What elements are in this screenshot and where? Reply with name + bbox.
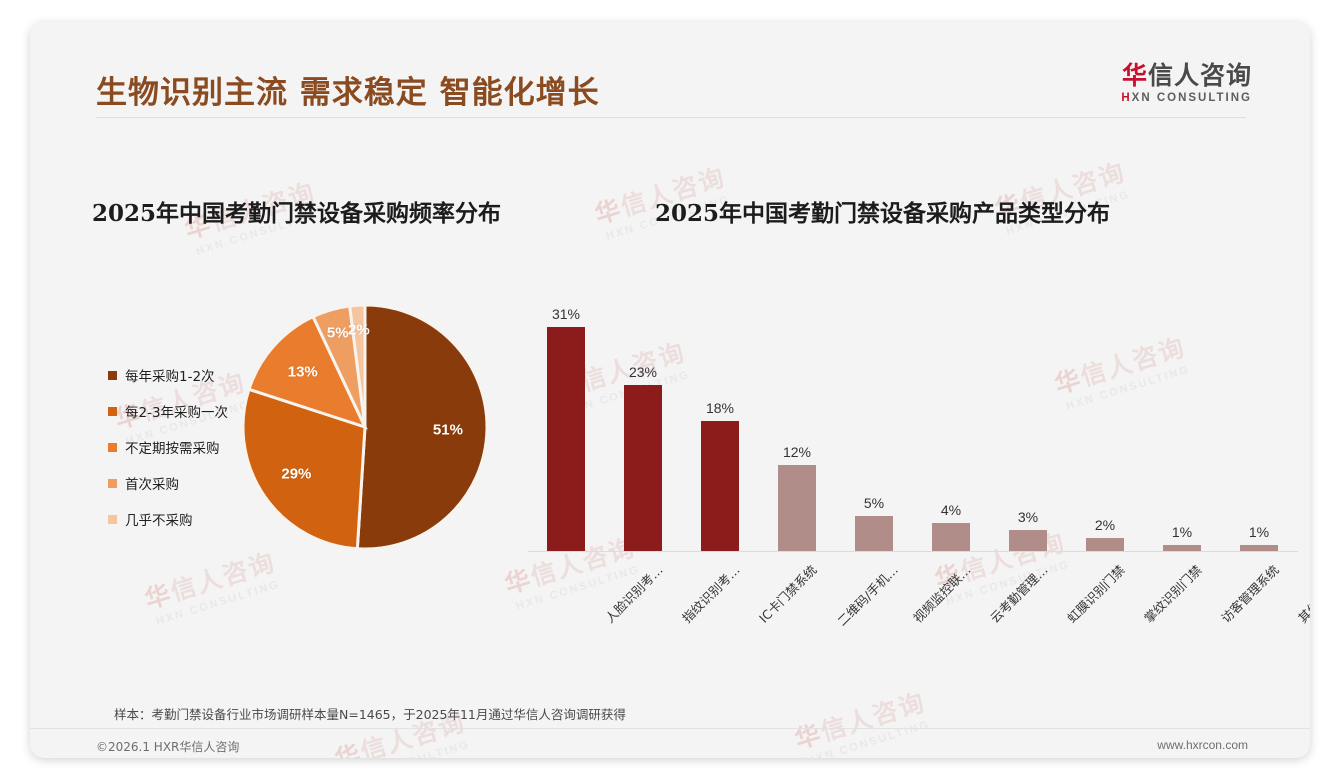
- bar-category-label: 访客管理系统: [1218, 562, 1282, 626]
- bar-category-label: IC卡门禁系统: [756, 562, 820, 626]
- bar-category-label: 指纹识别考…: [679, 562, 743, 626]
- watermark-english: HXN CONSULTING: [345, 738, 474, 758]
- legend-color-swatch: [108, 478, 117, 488]
- bar-rect[interactable]: [1009, 530, 1047, 552]
- bar-rect[interactable]: [1086, 537, 1124, 552]
- bar-group[interactable]: 1%: [1154, 262, 1210, 552]
- pie-slice-label: 13%: [287, 363, 318, 381]
- bar-rect[interactable]: [547, 327, 585, 552]
- bar-chart: 31% 23% 18% 12% 5% 4% 3% 2% 1% 1% 人脸识别考… 指纹识别考… IC卡…: [520, 262, 1310, 662]
- logo-cn-rest: 信人咨询: [1147, 61, 1252, 90]
- watermark-english: HXN CONSULTING: [804, 718, 932, 758]
- footer-divider: [30, 728, 1310, 729]
- bar-value-label: 31%: [551, 306, 581, 323]
- bar-value-label: 4%: [940, 501, 962, 518]
- pie-legend-item[interactable]: 首次采购: [108, 465, 228, 501]
- page-title: 生物识别主流 需求稳定 智能化增长: [96, 75, 600, 111]
- logo-cn-highlight: 华: [1121, 61, 1148, 90]
- company-logo: 华信人咨询 HXN CONSULTING: [1121, 62, 1252, 105]
- bar-rect[interactable]: [855, 515, 893, 552]
- bar-value-label: 12%: [782, 443, 812, 460]
- bar-rect[interactable]: [778, 464, 816, 552]
- bar-group[interactable]: 18%: [692, 262, 748, 552]
- logo-chinese-text: 华信人咨询: [1121, 62, 1252, 90]
- bar-group[interactable]: 12%: [769, 262, 825, 552]
- watermark-chinese: 华信人咨询: [791, 687, 930, 755]
- bar-value-label: 18%: [705, 400, 735, 417]
- legend-label: 每年采购1-2次: [125, 369, 215, 385]
- pie-slice[interactable]: [247, 314, 368, 430]
- pie-slice-label: 2%: [348, 321, 370, 339]
- bar-plot-area: 31% 23% 18% 12% 5% 4% 3% 2% 1% 1%: [520, 262, 1310, 552]
- bar-category-label: 其他特殊定…: [1295, 562, 1310, 626]
- pie-slice-label: 51%: [432, 421, 463, 439]
- slide-header: 生物识别主流 需求稳定 智能化增长 华信人咨询 HXN CONSULTING: [30, 22, 1310, 118]
- pie-chart-legend: 每年采购1-2次 每2-3年采购一次 不定期按需采购 首次采购几乎不采购: [108, 357, 228, 537]
- slide-canvas: 华信人咨询 HXN CONSULTING 华信人咨询 HXN CONSULTING 华信…: [30, 22, 1310, 758]
- bar-category-label: 云考勤管理…: [987, 562, 1051, 626]
- pie-legend-item[interactable]: 不定期按需采购: [108, 429, 228, 465]
- pie-chart: 51% 29% 13% 5% 2% 每年采购1-2次 每2-3年采购一次 不定期按需采购 首次…: [70, 252, 540, 652]
- watermark-10: 华信人咨询 HXN CONSULTING: [790, 683, 933, 758]
- bar-category-label: 人脸识别考…: [602, 562, 666, 626]
- bar-value-label: 1%: [1248, 523, 1270, 540]
- bar-value-label: 3%: [1017, 509, 1039, 526]
- logo-en-rest: XN CONSULTING: [1131, 92, 1252, 104]
- bar-category-label: 二维码/手机…: [834, 562, 901, 629]
- legend-color-swatch: [108, 442, 117, 452]
- bar-chart-title: 2025年中国考勤门禁设备采购产品类型分布: [655, 200, 1111, 227]
- legend-color-swatch: [108, 370, 117, 380]
- logo-english-text: HXN CONSULTING: [1121, 92, 1252, 104]
- legend-label: 首次采购: [125, 477, 179, 493]
- pie-slice-label: 5%: [326, 324, 349, 342]
- pie-legend-item[interactable]: 每2-3年采购一次: [108, 393, 228, 429]
- legend-color-swatch: [108, 406, 117, 416]
- bar-value-label: 2%: [1094, 516, 1116, 533]
- bar-group[interactable]: 2%: [1077, 262, 1133, 552]
- bar-rect[interactable]: [1163, 544, 1201, 552]
- bar-value-label: 1%: [1171, 523, 1193, 540]
- bar-category-label: 虹膜识别门禁: [1064, 562, 1128, 626]
- bar-group[interactable]: 5%: [846, 262, 902, 552]
- pie-slice[interactable]: [241, 387, 367, 551]
- pie-slice[interactable]: [348, 303, 367, 428]
- sample-note: 样本：考勤门禁设备行业市场调研样本量N=1465，于2025年11月通过华信人咨…: [114, 707, 626, 722]
- header-divider: [96, 117, 1246, 118]
- pie-legend-item[interactable]: 每年采购1-2次: [108, 357, 228, 393]
- legend-color-swatch: [108, 514, 117, 524]
- legend-label: 几乎不采购: [125, 513, 193, 529]
- bar-chart-axis-line: [528, 551, 1298, 552]
- bar-group[interactable]: 31%: [538, 262, 594, 552]
- legend-label: 每2-3年采购一次: [125, 405, 229, 421]
- bar-value-label: 23%: [628, 364, 658, 381]
- bar-category-label: 视频监控联…: [910, 562, 974, 626]
- bar-category-label: 掌纹识别门禁: [1141, 562, 1205, 626]
- pie-chart-title: 2025年中国考勤门禁设备采购频率分布: [92, 200, 502, 227]
- logo-en-highlight: H: [1121, 92, 1132, 104]
- pie-slice[interactable]: [355, 303, 489, 551]
- bar-rect[interactable]: [624, 385, 662, 552]
- bar-group[interactable]: 3%: [1000, 262, 1056, 552]
- legend-label: 不定期按需采购: [125, 441, 220, 457]
- bar-group[interactable]: 1%: [1231, 262, 1287, 552]
- copyright-text: ©2026.1 HXR华信人咨询: [96, 740, 240, 754]
- pie-slice-label: 29%: [281, 465, 312, 483]
- bar-rect[interactable]: [1240, 544, 1278, 552]
- pie-legend-item[interactable]: 几乎不采购: [108, 501, 228, 537]
- website-url[interactable]: www.hxrcon.com: [1157, 738, 1248, 752]
- pie-chart-svg: [241, 303, 489, 551]
- bar-group[interactable]: 4%: [923, 262, 979, 552]
- bar-value-label: 5%: [863, 494, 885, 511]
- bar-rect[interactable]: [701, 421, 739, 552]
- bar-group[interactable]: 23%: [615, 262, 671, 552]
- bar-rect[interactable]: [932, 522, 970, 552]
